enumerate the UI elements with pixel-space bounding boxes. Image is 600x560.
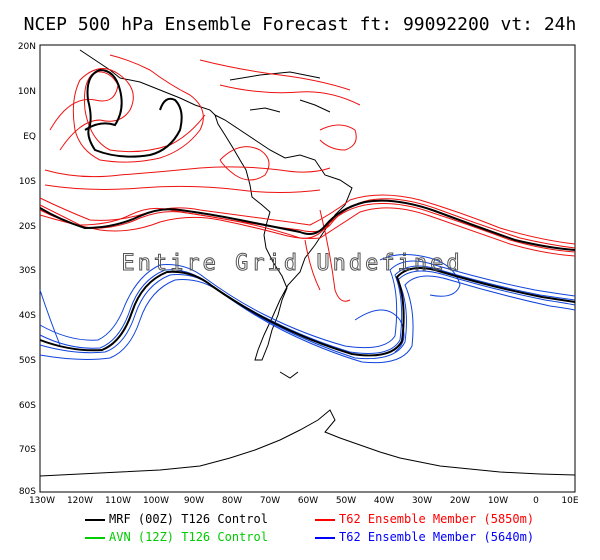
lon-label: 70W <box>260 496 280 506</box>
legend-swatch <box>85 518 105 521</box>
lon-label: 110W <box>105 496 131 506</box>
lon-label: 30W <box>412 496 432 506</box>
lon-label: 50W <box>336 496 356 506</box>
legend-avn: AVN (12Z) T126 Control <box>85 530 268 544</box>
lat-label: 10S <box>19 177 36 187</box>
lon-label: 10W <box>488 496 508 506</box>
lat-label: 20S <box>19 222 36 232</box>
legend-label: AVN (12Z) T126 Control <box>109 530 268 544</box>
lat-label: 40S <box>19 311 36 321</box>
latitude-labels: 20N 10N EQ 10S 20S 30S 40S 50S 60S 70S 8… <box>18 42 36 497</box>
legend-blue-member: T62 Ensemble Member (5640m) <box>315 530 534 544</box>
lon-label: 80W <box>222 496 242 506</box>
mrf-control-contours <box>39 68 576 357</box>
longitude-labels: 130W 120W 110W 100W 90W 80W 70W 60W 50W … <box>29 496 579 506</box>
lon-label: 120W <box>67 496 93 506</box>
map-frame <box>39 44 576 493</box>
lon-label: 20W <box>450 496 470 506</box>
lon-label: 10E <box>561 496 578 506</box>
lat-label: 70S <box>19 445 36 455</box>
lat-label: EQ <box>23 132 36 142</box>
lon-label: 60W <box>298 496 318 506</box>
coastlines <box>39 49 576 477</box>
lat-label: 30S <box>19 266 36 276</box>
blue-ensemble-contours <box>39 254 576 364</box>
lat-label: 10N <box>18 87 36 97</box>
lon-label: 130W <box>29 496 55 506</box>
legend-mrf: MRF (00Z) T126 Control <box>85 512 268 526</box>
legend-swatch <box>85 536 105 539</box>
overlay-text: Entire Grid Undefined <box>121 251 462 276</box>
red-ensemble-contours <box>39 54 576 302</box>
lon-label: 100W <box>143 496 169 506</box>
legend-red-member: T62 Ensemble Member (5850m) <box>315 512 534 526</box>
lon-label: 90W <box>184 496 204 506</box>
legend-label: T62 Ensemble Member (5640m) <box>339 530 535 544</box>
lon-label: 40W <box>374 496 394 506</box>
legend-swatch <box>315 536 335 539</box>
lat-label: 20N <box>18 42 36 52</box>
legend-label: T62 Ensemble Member (5850m) <box>339 512 535 526</box>
lat-label: 50S <box>19 356 36 366</box>
lon-label: 0 <box>533 496 539 506</box>
lat-label: 80S <box>19 487 36 497</box>
map-title: NCEP 500 hPa Ensemble Forecast ft: 99092… <box>23 14 577 35</box>
legend-swatch <box>315 518 335 521</box>
legend-label: MRF (00Z) T126 Control <box>109 512 268 526</box>
lat-label: 60S <box>19 401 36 411</box>
